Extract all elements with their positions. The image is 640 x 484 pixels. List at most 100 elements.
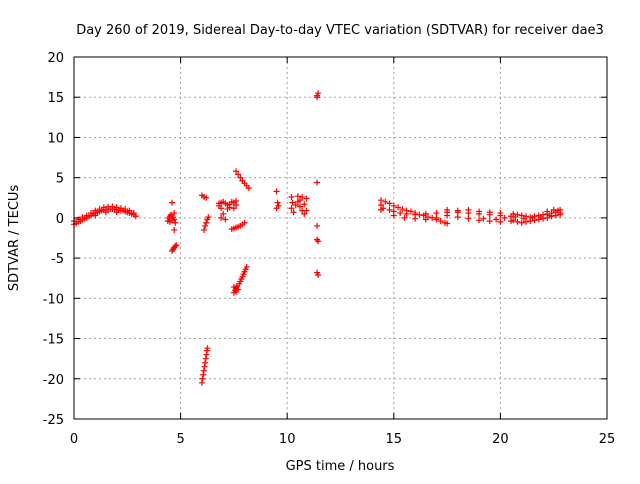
data-point [465,215,472,222]
data-point [292,202,299,209]
data-point [122,206,129,213]
data-point [245,185,252,192]
data-point [222,216,229,223]
data-point [382,198,389,205]
y-tick-label: -5 [51,252,64,267]
data-point [518,219,525,226]
data-point [130,210,137,217]
data-point [117,205,124,212]
data-point [314,222,321,229]
data-point [113,209,120,216]
data-point [233,168,240,175]
data-point [512,214,519,221]
x-tick-label: 0 [70,432,78,447]
data-point [552,212,559,219]
data-point [303,207,310,214]
grid-layer [74,57,607,419]
data-point [510,217,517,224]
data-point [557,206,564,213]
data-point [395,204,402,211]
data-point [296,203,303,210]
data-point [437,218,444,225]
data-point [203,194,210,201]
data-point [109,203,116,210]
data-point [83,212,90,219]
data-point [527,218,534,225]
chart-title: Day 260 of 2019, Sidereal Day-to-day VTE… [76,23,604,38]
data-point [171,226,178,233]
y-tick-label: -15 [43,333,64,348]
data-point [233,197,240,204]
data-point [199,375,206,382]
y-tick-label: 5 [56,172,64,187]
data-point [386,206,393,213]
data-point [126,207,133,214]
data-point [454,207,461,214]
data-point [273,188,280,195]
ticks-layer: 0 5 10 15 20 25 -25 -20 -15 -10 -5 0 5 10 15 20 [43,51,616,447]
data-point [497,218,504,225]
x-axis-label: GPS time / hours [286,459,395,474]
data-point [235,171,242,178]
data-point [173,242,180,249]
data-point [301,210,308,217]
data-point [299,193,306,200]
data-point [241,219,248,226]
data-point [201,226,208,233]
data-point [204,345,211,352]
x-tick-label: 20 [492,432,509,447]
data-point [522,218,529,225]
data-point [203,351,210,358]
y-tick-label: -20 [43,373,64,388]
data-point [529,214,536,221]
data-point [422,216,429,223]
data-point [390,212,397,219]
data-point [303,195,310,202]
data-point [476,217,483,224]
data-point [397,210,404,217]
data-point [480,215,487,222]
data-point [205,214,212,221]
data-point [401,214,408,221]
data-point [315,90,322,97]
data-point [444,220,451,227]
data-point [422,210,429,217]
data-point [444,212,451,219]
data-point [294,193,301,200]
data-point [288,193,295,200]
data-point [233,288,240,295]
data-point [88,210,95,217]
data-point [200,371,207,378]
data-point [386,200,393,207]
data-point [301,201,308,208]
data-point [493,216,500,223]
data-point [412,215,419,222]
data-point [203,219,210,226]
data-point [230,205,237,212]
data-point [202,359,209,366]
y-tick-label: 20 [47,51,64,66]
x-tick-label: 15 [386,432,403,447]
data-point [169,199,176,206]
data-point [407,208,414,215]
data-point [202,355,209,362]
data-point [390,202,397,209]
data-point [226,204,233,211]
data-point [274,199,281,206]
data-point [198,379,205,386]
data-point [403,210,410,217]
data-point [465,206,472,213]
y-tick-label: 15 [47,91,64,106]
y-tick-label: 10 [47,131,64,146]
data-point [486,218,493,225]
data-point [289,199,296,206]
data-point [314,179,321,186]
data-point [314,94,321,101]
data-point [501,214,508,221]
data-point [514,218,521,225]
data-point [172,219,179,226]
data-point [201,363,208,370]
data-point [200,367,207,374]
data-point [237,174,244,181]
